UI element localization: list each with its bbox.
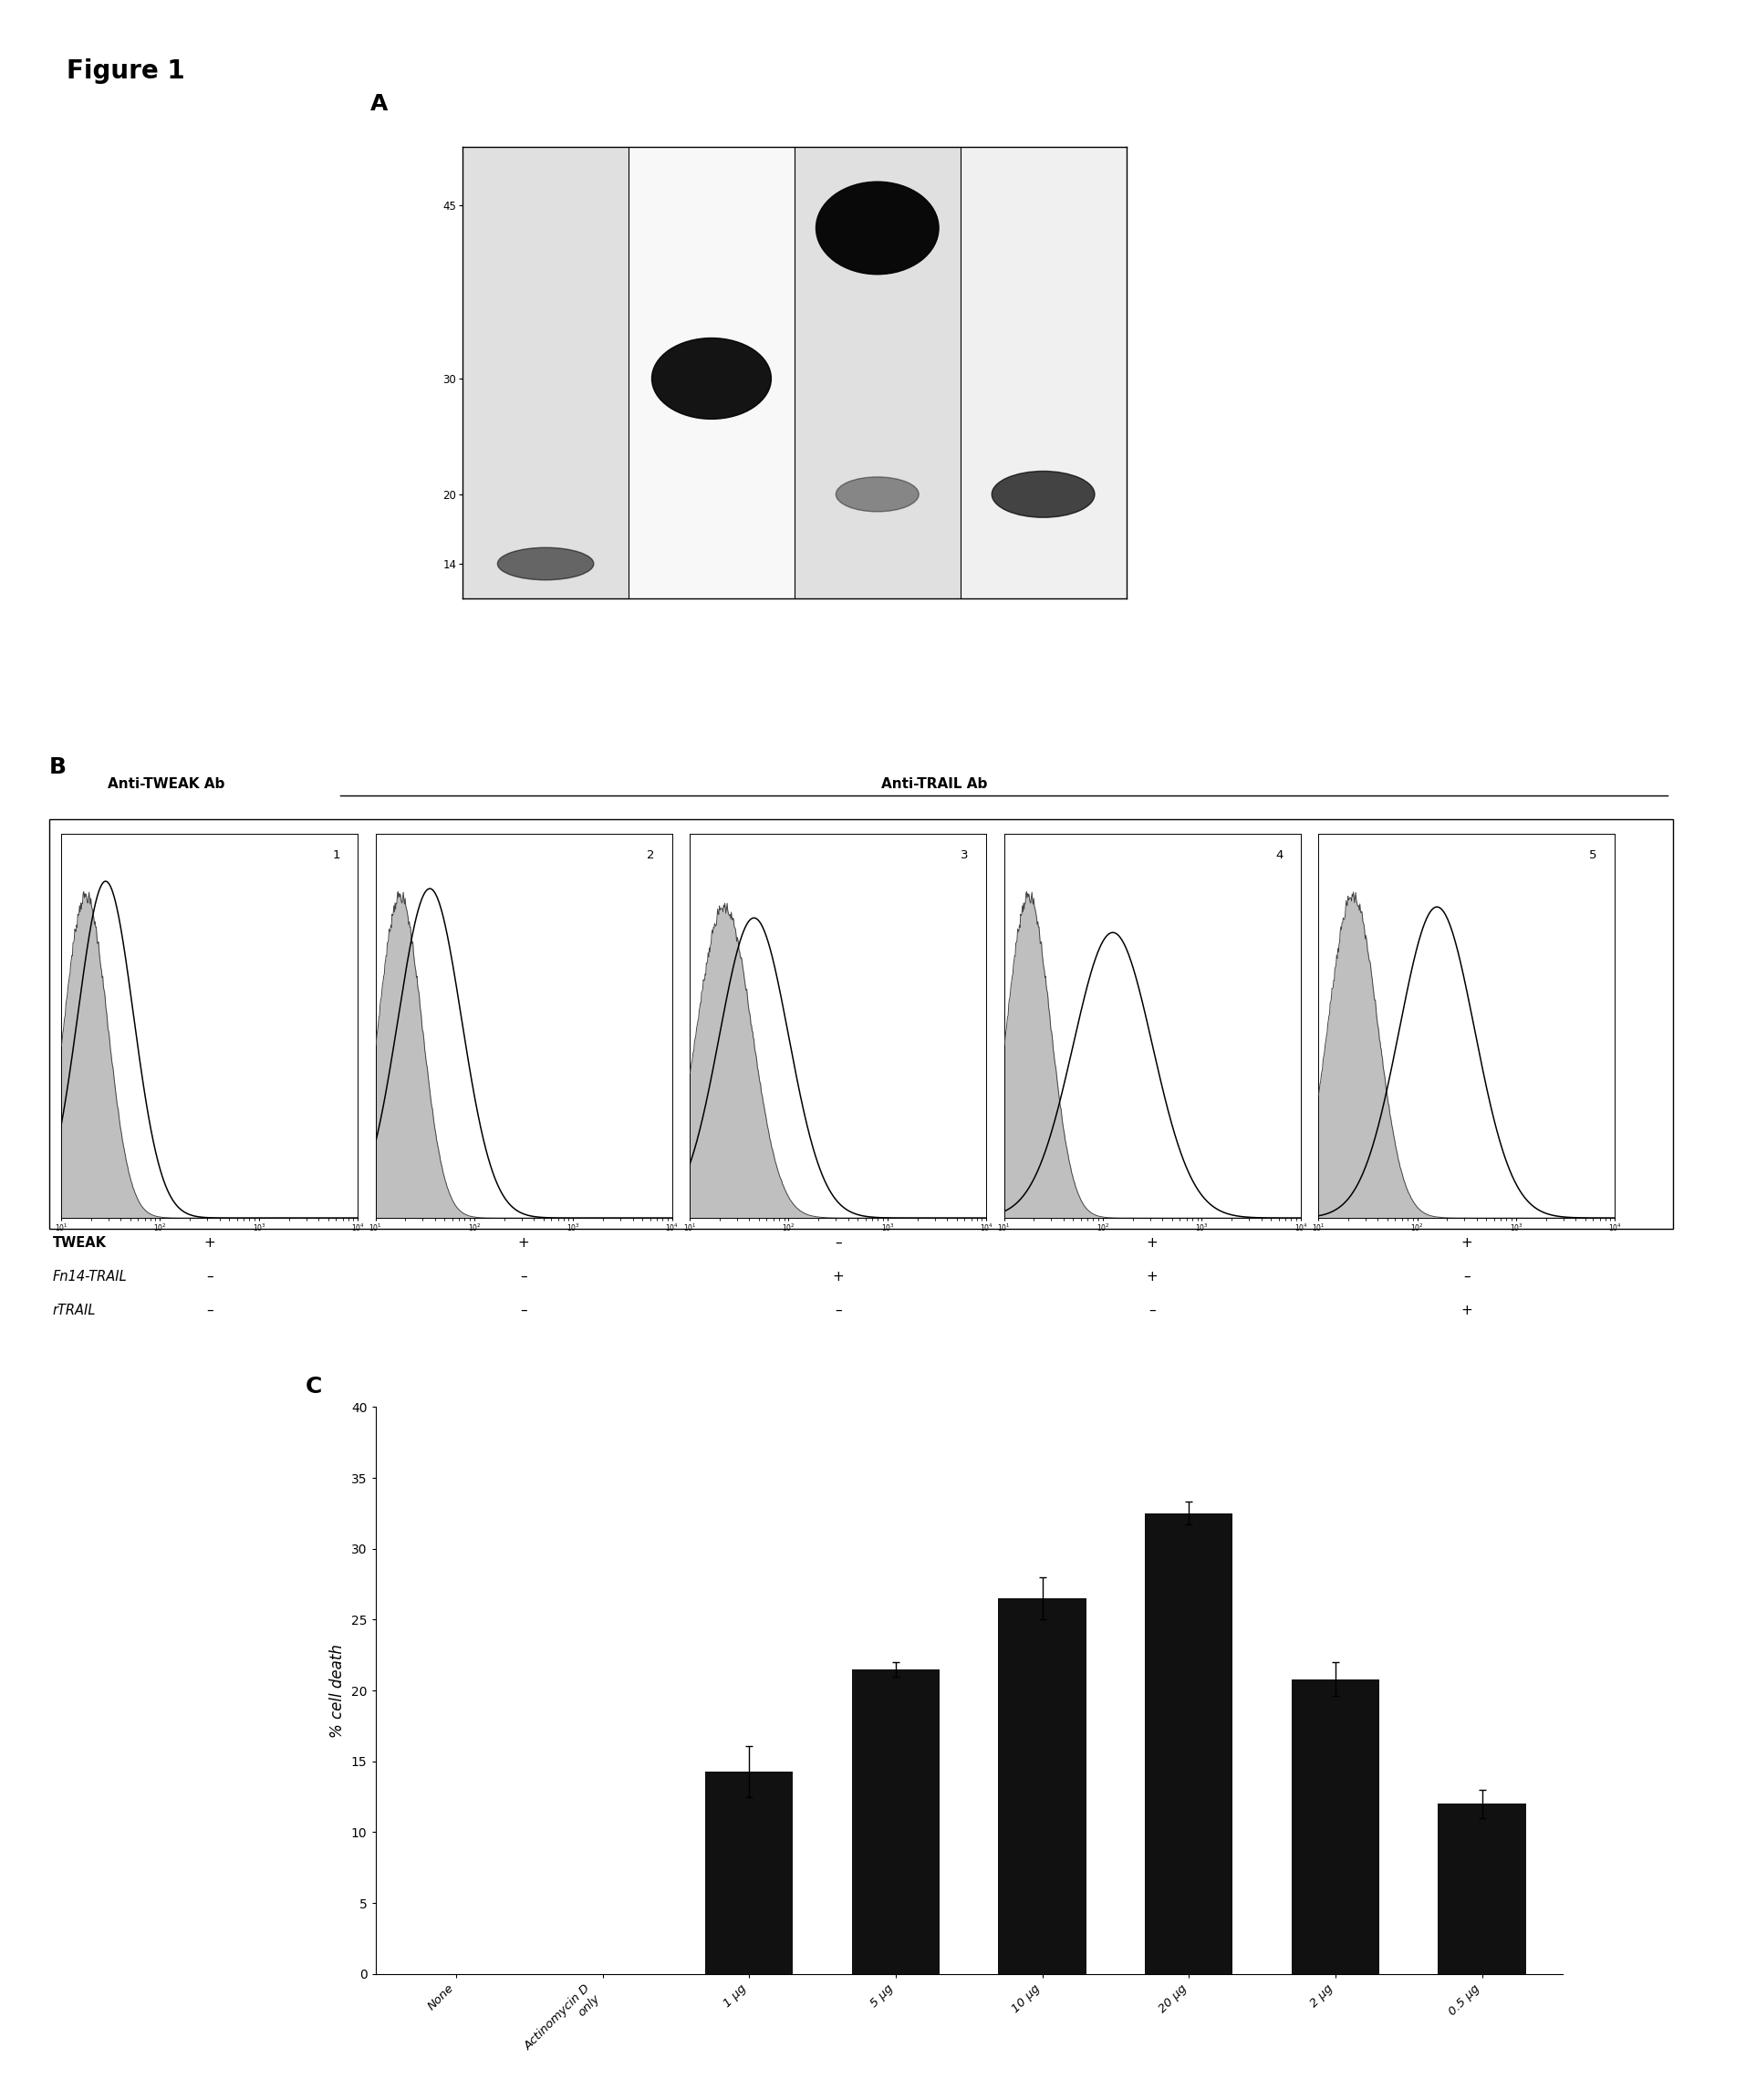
- Text: –: –: [520, 1304, 527, 1317]
- Text: –: –: [206, 1270, 213, 1283]
- Text: Fn14-TRAIL: Fn14-TRAIL: [52, 1270, 127, 1283]
- Ellipse shape: [815, 183, 939, 275]
- Bar: [852, 1670, 939, 1974]
- Text: C: C: [306, 1376, 323, 1397]
- Ellipse shape: [651, 338, 772, 420]
- Text: B: B: [49, 756, 66, 777]
- Text: Figure 1: Figure 1: [66, 59, 185, 84]
- Text: +: +: [1147, 1237, 1158, 1250]
- Text: –: –: [1463, 1270, 1470, 1283]
- Text: 3: 3: [960, 848, 969, 861]
- Text: –: –: [835, 1304, 842, 1317]
- Bar: [705, 1770, 793, 1974]
- Text: +: +: [204, 1237, 215, 1250]
- Bar: [1292, 1680, 1379, 1974]
- Text: –: –: [206, 1304, 213, 1317]
- Bar: [960, 147, 1126, 598]
- Text: –: –: [1149, 1304, 1156, 1317]
- Text: 4: 4: [1275, 848, 1283, 861]
- Text: +: +: [833, 1270, 843, 1283]
- Bar: [1145, 1514, 1233, 1974]
- Text: +: +: [1461, 1304, 1472, 1317]
- Ellipse shape: [498, 548, 594, 580]
- Text: Anti-TWEAK Ab: Anti-TWEAK Ab: [107, 777, 225, 792]
- Bar: [1439, 1804, 1526, 1974]
- Bar: [629, 147, 794, 598]
- Text: –: –: [835, 1237, 842, 1250]
- Bar: [463, 147, 629, 598]
- Text: Anti-TRAIL Ab: Anti-TRAIL Ab: [882, 777, 986, 792]
- Text: TWEAK: TWEAK: [52, 1237, 107, 1250]
- Text: rTRAIL: rTRAIL: [52, 1304, 96, 1317]
- Ellipse shape: [836, 477, 918, 512]
- Bar: [999, 1598, 1086, 1974]
- Text: 1: 1: [332, 848, 340, 861]
- Text: –: –: [520, 1270, 527, 1283]
- Y-axis label: % cell death: % cell death: [330, 1644, 346, 1737]
- Text: +: +: [1147, 1270, 1158, 1283]
- Text: +: +: [519, 1237, 529, 1250]
- Text: +: +: [1461, 1237, 1472, 1250]
- Ellipse shape: [992, 470, 1095, 517]
- Text: 5: 5: [1589, 848, 1598, 861]
- Text: A: A: [370, 92, 388, 116]
- Bar: [794, 147, 960, 598]
- Text: 2: 2: [646, 848, 655, 861]
